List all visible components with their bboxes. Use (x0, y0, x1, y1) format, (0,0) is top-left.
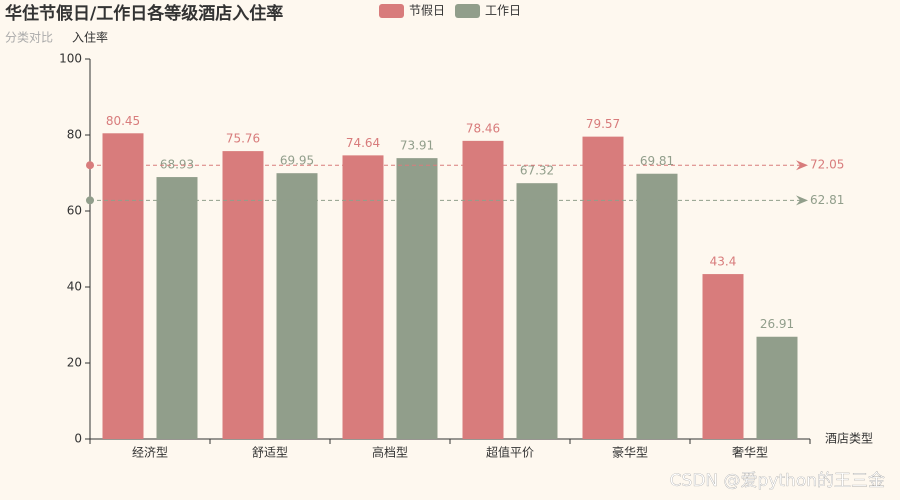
watermark: CSDN @爱python的王三金 (670, 471, 885, 491)
data-label: 79.57 (586, 117, 620, 131)
data-label: 26.91 (760, 317, 794, 331)
bar (756, 336, 798, 439)
data-label: 75.76 (226, 132, 260, 146)
data-label: 43.4 (710, 255, 737, 269)
y-tick-label: 0 (74, 432, 82, 446)
legend-swatch (455, 4, 480, 18)
data-label: 74.64 (346, 136, 380, 150)
average-label: 62.81 (810, 193, 844, 207)
bar (636, 173, 678, 440)
legend-label: 工作日 (485, 4, 521, 18)
bar (102, 133, 144, 440)
data-label: 69.81 (640, 154, 674, 168)
data-label: 73.91 (400, 139, 434, 153)
data-label: 80.45 (106, 114, 140, 128)
y-tick-label: 80 (67, 128, 82, 142)
data-label: 78.46 (466, 121, 500, 135)
bar (462, 140, 504, 440)
data-label: 69.95 (280, 154, 314, 168)
average-arrow (796, 160, 808, 171)
legend-label: 节假日 (409, 4, 445, 18)
x-tick-label: 超值平价 (486, 445, 534, 460)
y-axis-title: 入住率 (72, 30, 108, 45)
y-tick-label: 20 (67, 356, 82, 370)
bar (702, 274, 744, 439)
data-label: 68.93 (160, 158, 194, 172)
bar (582, 136, 624, 439)
chart-title: 华住节假日/工作日各等级酒店入住率 (5, 3, 283, 24)
y-tick-label: 100 (59, 52, 82, 66)
x-tick-label: 舒适型 (252, 446, 288, 460)
average-start (86, 161, 94, 170)
y-tick-label: 40 (67, 280, 82, 294)
chart-subtitle: 分类对比 (5, 31, 53, 45)
bar (396, 158, 438, 439)
legend-swatch (379, 4, 404, 18)
data-label: 67.32 (520, 164, 554, 178)
x-tick-label: 经济型 (132, 445, 168, 460)
bar (516, 183, 558, 439)
average-start (86, 196, 94, 205)
x-axis-title: 酒店类型 (825, 432, 873, 446)
x-tick-label: 奢华型 (732, 446, 768, 460)
x-tick-label: 豪华型 (612, 445, 648, 460)
bar (222, 151, 264, 439)
bar (156, 177, 198, 440)
average-arrow (796, 195, 808, 206)
bar (276, 173, 318, 439)
x-tick-label: 高档型 (372, 445, 408, 460)
average-label: 72.05 (810, 158, 844, 172)
bar (342, 155, 384, 440)
y-tick-label: 60 (67, 204, 82, 218)
